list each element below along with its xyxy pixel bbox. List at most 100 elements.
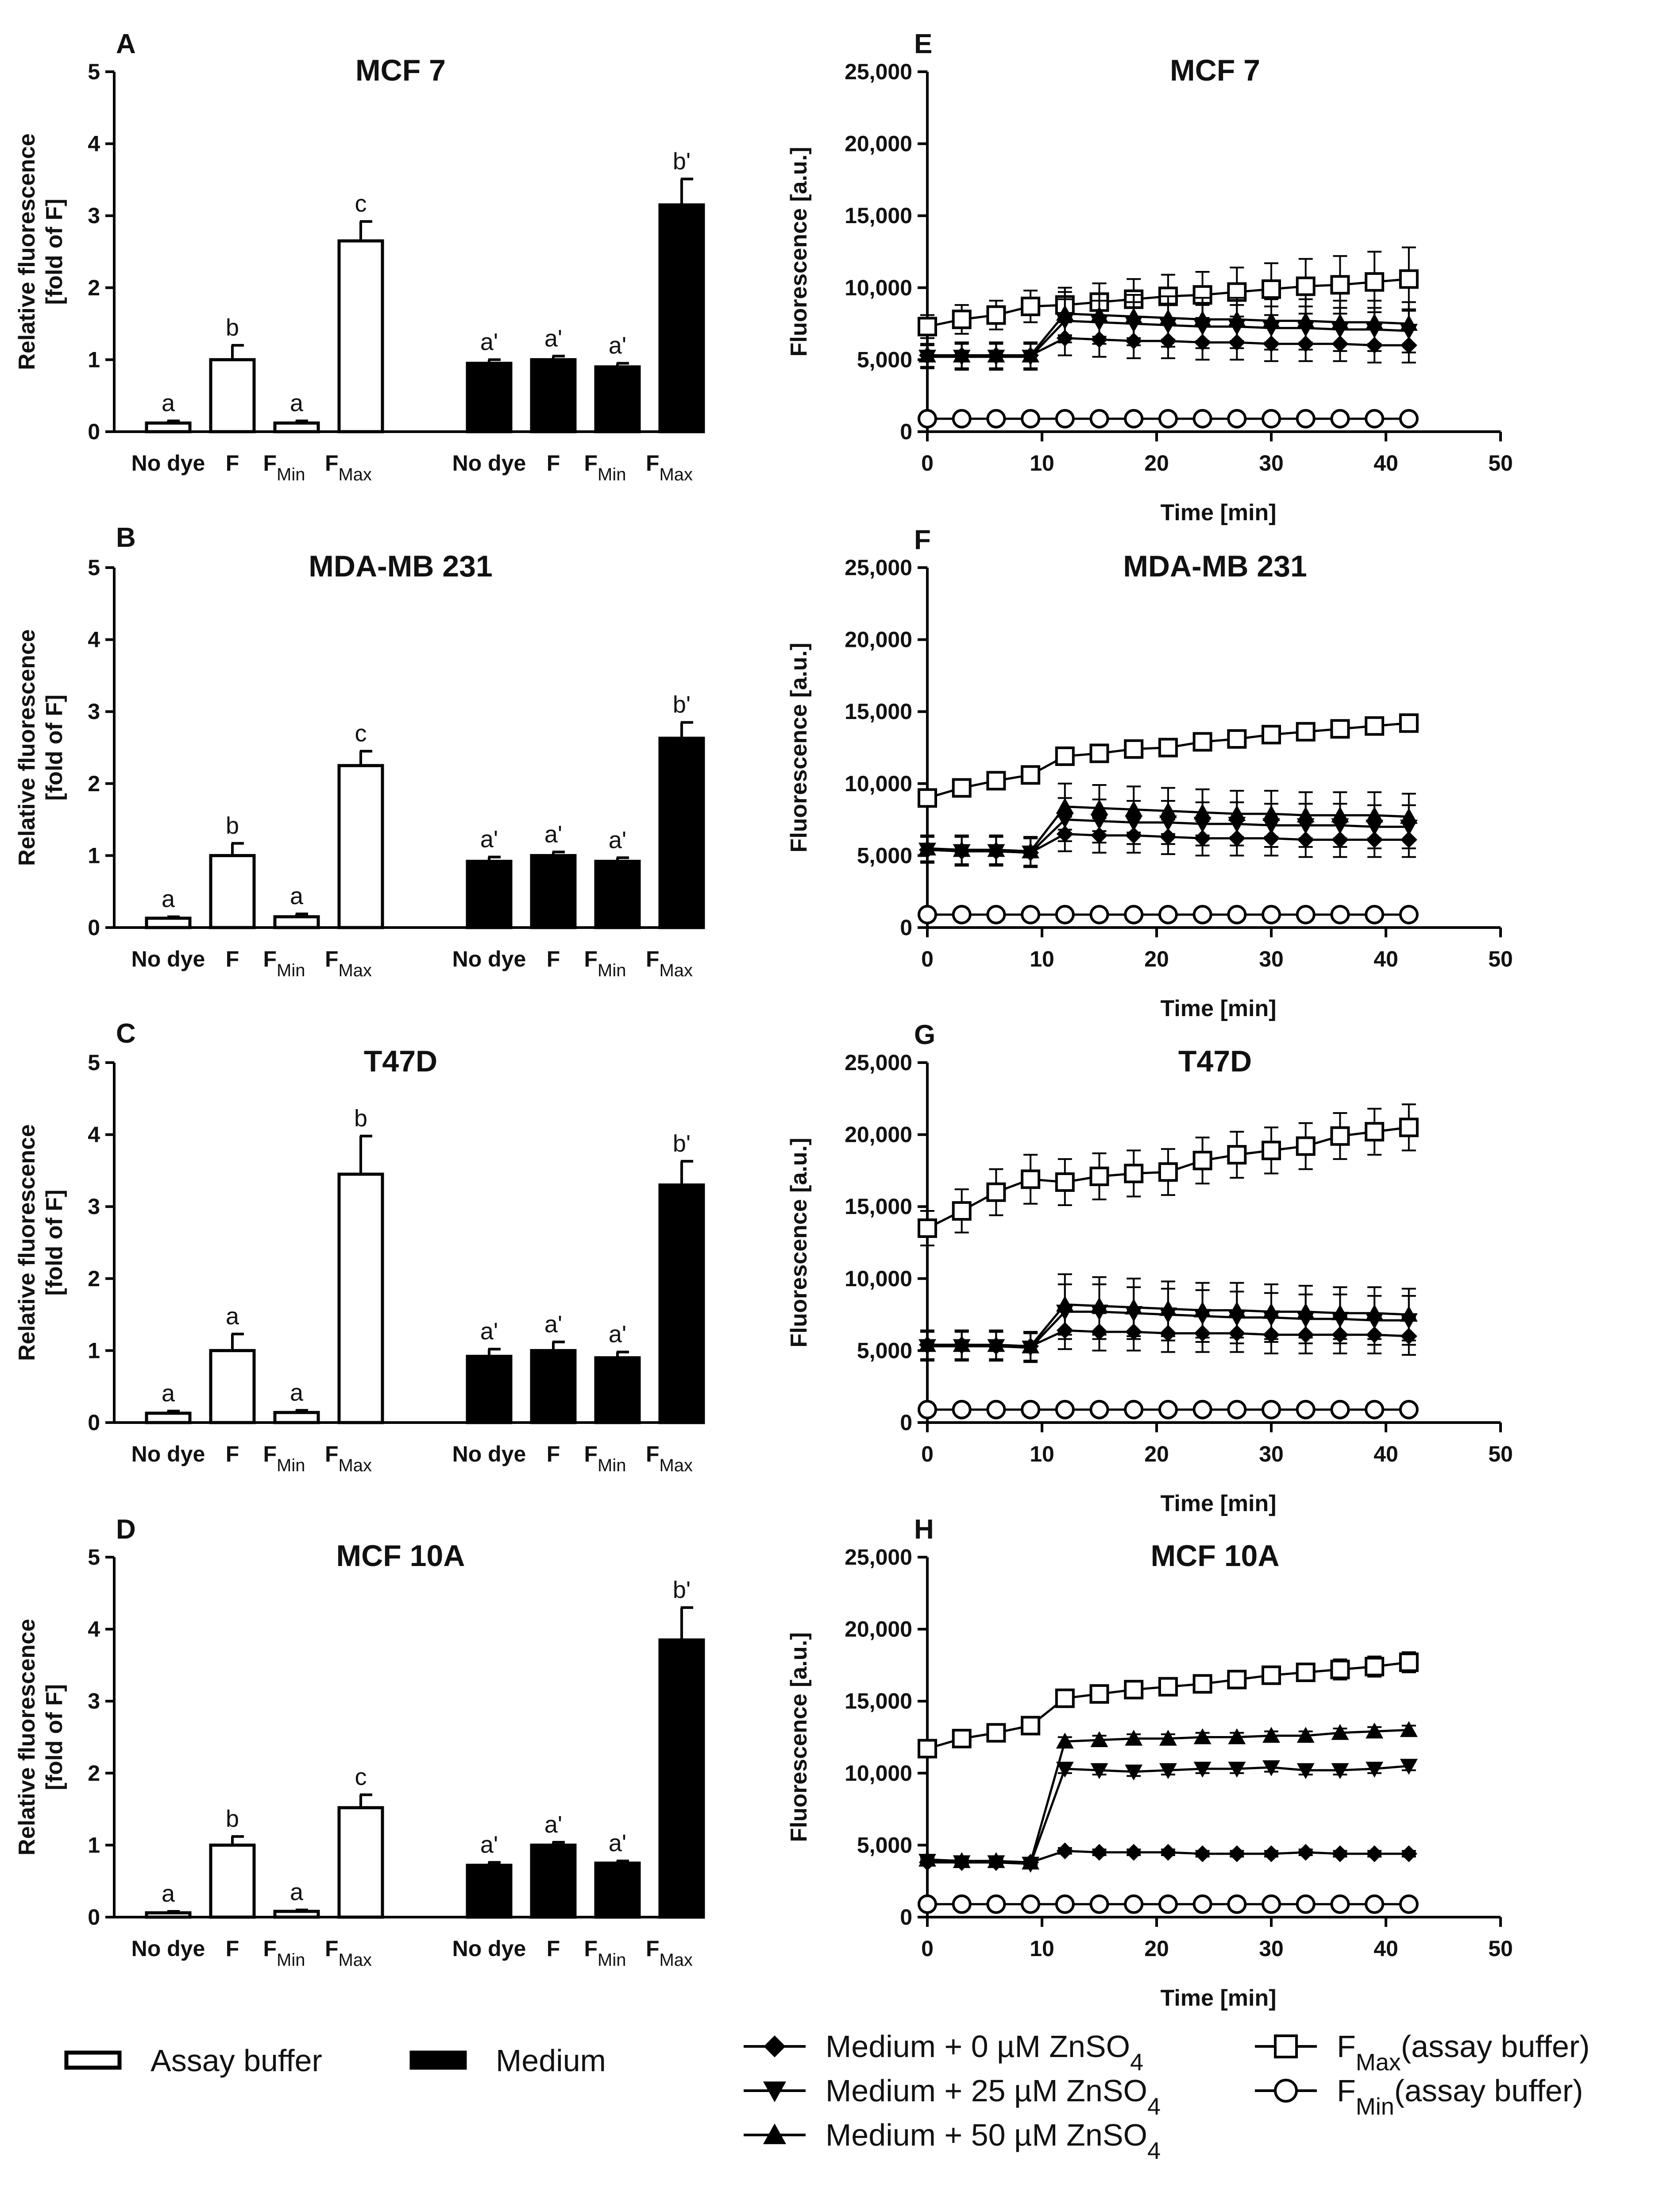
data-point (1365, 1894, 1385, 1914)
y-tick-label: 0 (88, 1410, 100, 1435)
chart-title: MDA-MB 231 (1123, 549, 1307, 583)
data-point (1330, 409, 1350, 429)
data-point (1296, 1400, 1316, 1419)
significance-label: a' (544, 1811, 562, 1838)
data-point (1228, 830, 1246, 847)
data-point (1055, 1400, 1075, 1419)
data-point (1228, 1325, 1246, 1342)
data-point (1365, 272, 1385, 292)
x-tick-label: No dye (131, 451, 205, 476)
significance-label: b' (673, 692, 691, 718)
significance-label: a' (609, 1321, 626, 1348)
data-point (1194, 1845, 1211, 1862)
series-diamond (919, 1311, 1417, 1362)
data-point (1055, 905, 1075, 924)
y-tick-label: 20,000 (845, 1617, 912, 1642)
x-tick-label: FMin (263, 947, 305, 980)
data-point (1331, 1326, 1349, 1343)
data-point (1366, 1326, 1383, 1343)
data-point (919, 347, 936, 364)
data-point (1125, 333, 1142, 350)
series-diamond (919, 816, 1417, 868)
data-point (1192, 409, 1212, 429)
data-point (988, 843, 1005, 860)
data-point (1399, 713, 1419, 733)
data-point (988, 1854, 1005, 1871)
chart-title: MCF 10A (336, 1539, 465, 1573)
legend-label: Medium (496, 2043, 606, 2078)
data-point (918, 409, 937, 429)
data-point (1089, 1894, 1109, 1914)
data-point (1399, 1652, 1419, 1672)
bar (594, 859, 641, 929)
y-axis-label: Relative fluorescence[fold of F] (14, 133, 67, 370)
x-tick-label: F (547, 1936, 560, 1961)
x-tick-label: F (226, 451, 239, 476)
data-point (1331, 335, 1349, 352)
panel-f: F MDA-MB 231 Fluorescence [a.u.] Time [min]… (786, 525, 1513, 1021)
significance-label: b (354, 1105, 367, 1132)
data-point (1124, 1894, 1144, 1914)
data-point (1055, 409, 1075, 429)
legend-swatch-white (64, 2050, 122, 2070)
y-tick-label: 10,000 (845, 1266, 912, 1291)
data-point (1366, 336, 1383, 354)
significance-label: b' (673, 148, 691, 174)
data-point (918, 1894, 937, 1914)
data-point (1022, 347, 1039, 364)
x-tick-label: FMin (584, 947, 626, 980)
legend-label: Medium + 25 µM ZnSO4 (826, 2073, 1161, 2120)
y-tick-label: 5 (88, 555, 100, 580)
data-point (1330, 1894, 1350, 1914)
y-tick-label: 15,000 (845, 1689, 912, 1713)
x-tick-label: 50 (1488, 947, 1513, 971)
bar (209, 1349, 256, 1424)
data-point (1159, 828, 1177, 846)
x-tick-label: 0 (921, 451, 934, 476)
data-point (952, 905, 972, 924)
x-tick-label: FMax (325, 451, 372, 484)
series-circle (918, 1894, 1419, 1914)
significance-label: a' (544, 1311, 562, 1338)
bar (337, 1806, 384, 1919)
data-point (1297, 335, 1314, 352)
data-point (1158, 1894, 1178, 1914)
data-point (1262, 279, 1281, 299)
bar (466, 859, 513, 929)
panel-letter: C (116, 1018, 136, 1049)
y-tick-label: 15,000 (845, 203, 912, 228)
x-tick-label: 10 (1030, 1442, 1054, 1466)
bar (273, 915, 320, 929)
data-point (1055, 746, 1075, 766)
data-point (1022, 1338, 1039, 1355)
legend: Assay buffer Medium Medium + 0 µM ZnSO4Med… (64, 2029, 1590, 2164)
legend-marker-triangle-down (763, 2081, 786, 2102)
data-point (1365, 1400, 1385, 1419)
data-point (1194, 334, 1211, 351)
data-point (1297, 831, 1314, 848)
data-point (1262, 725, 1281, 745)
significance-label: a' (480, 329, 498, 355)
bar (466, 1864, 513, 1919)
data-point (1366, 1722, 1384, 1739)
y-tick-label: 0 (900, 915, 912, 940)
x-tick-label: 0 (921, 1936, 934, 1961)
data-point (1399, 1118, 1419, 1137)
x-tick-label: FMin (263, 1442, 305, 1475)
legend-label: FMin(assay buffer) (1337, 2073, 1583, 2120)
series-circle (918, 1400, 1419, 1419)
significance-label: a' (480, 1318, 498, 1345)
y-tick-label: 10,000 (845, 771, 912, 796)
y-axis-label: Relative fluorescence[fold of F] (14, 1124, 67, 1361)
x-tick-label: No dye (452, 451, 526, 476)
data-point (918, 1218, 937, 1238)
data-point (1330, 1400, 1350, 1419)
series-square (918, 1651, 1419, 1759)
data-point (952, 409, 972, 429)
y-tick-label: 2 (88, 275, 100, 300)
data-point (1227, 1400, 1247, 1419)
y-tick-label: 2 (88, 1761, 100, 1786)
data-point (1021, 905, 1041, 924)
data-point (1021, 1400, 1041, 1419)
panel-h: H MCF 10A Fluorescence [a.u.] Time [min] 0 5,… (786, 1514, 1513, 2011)
